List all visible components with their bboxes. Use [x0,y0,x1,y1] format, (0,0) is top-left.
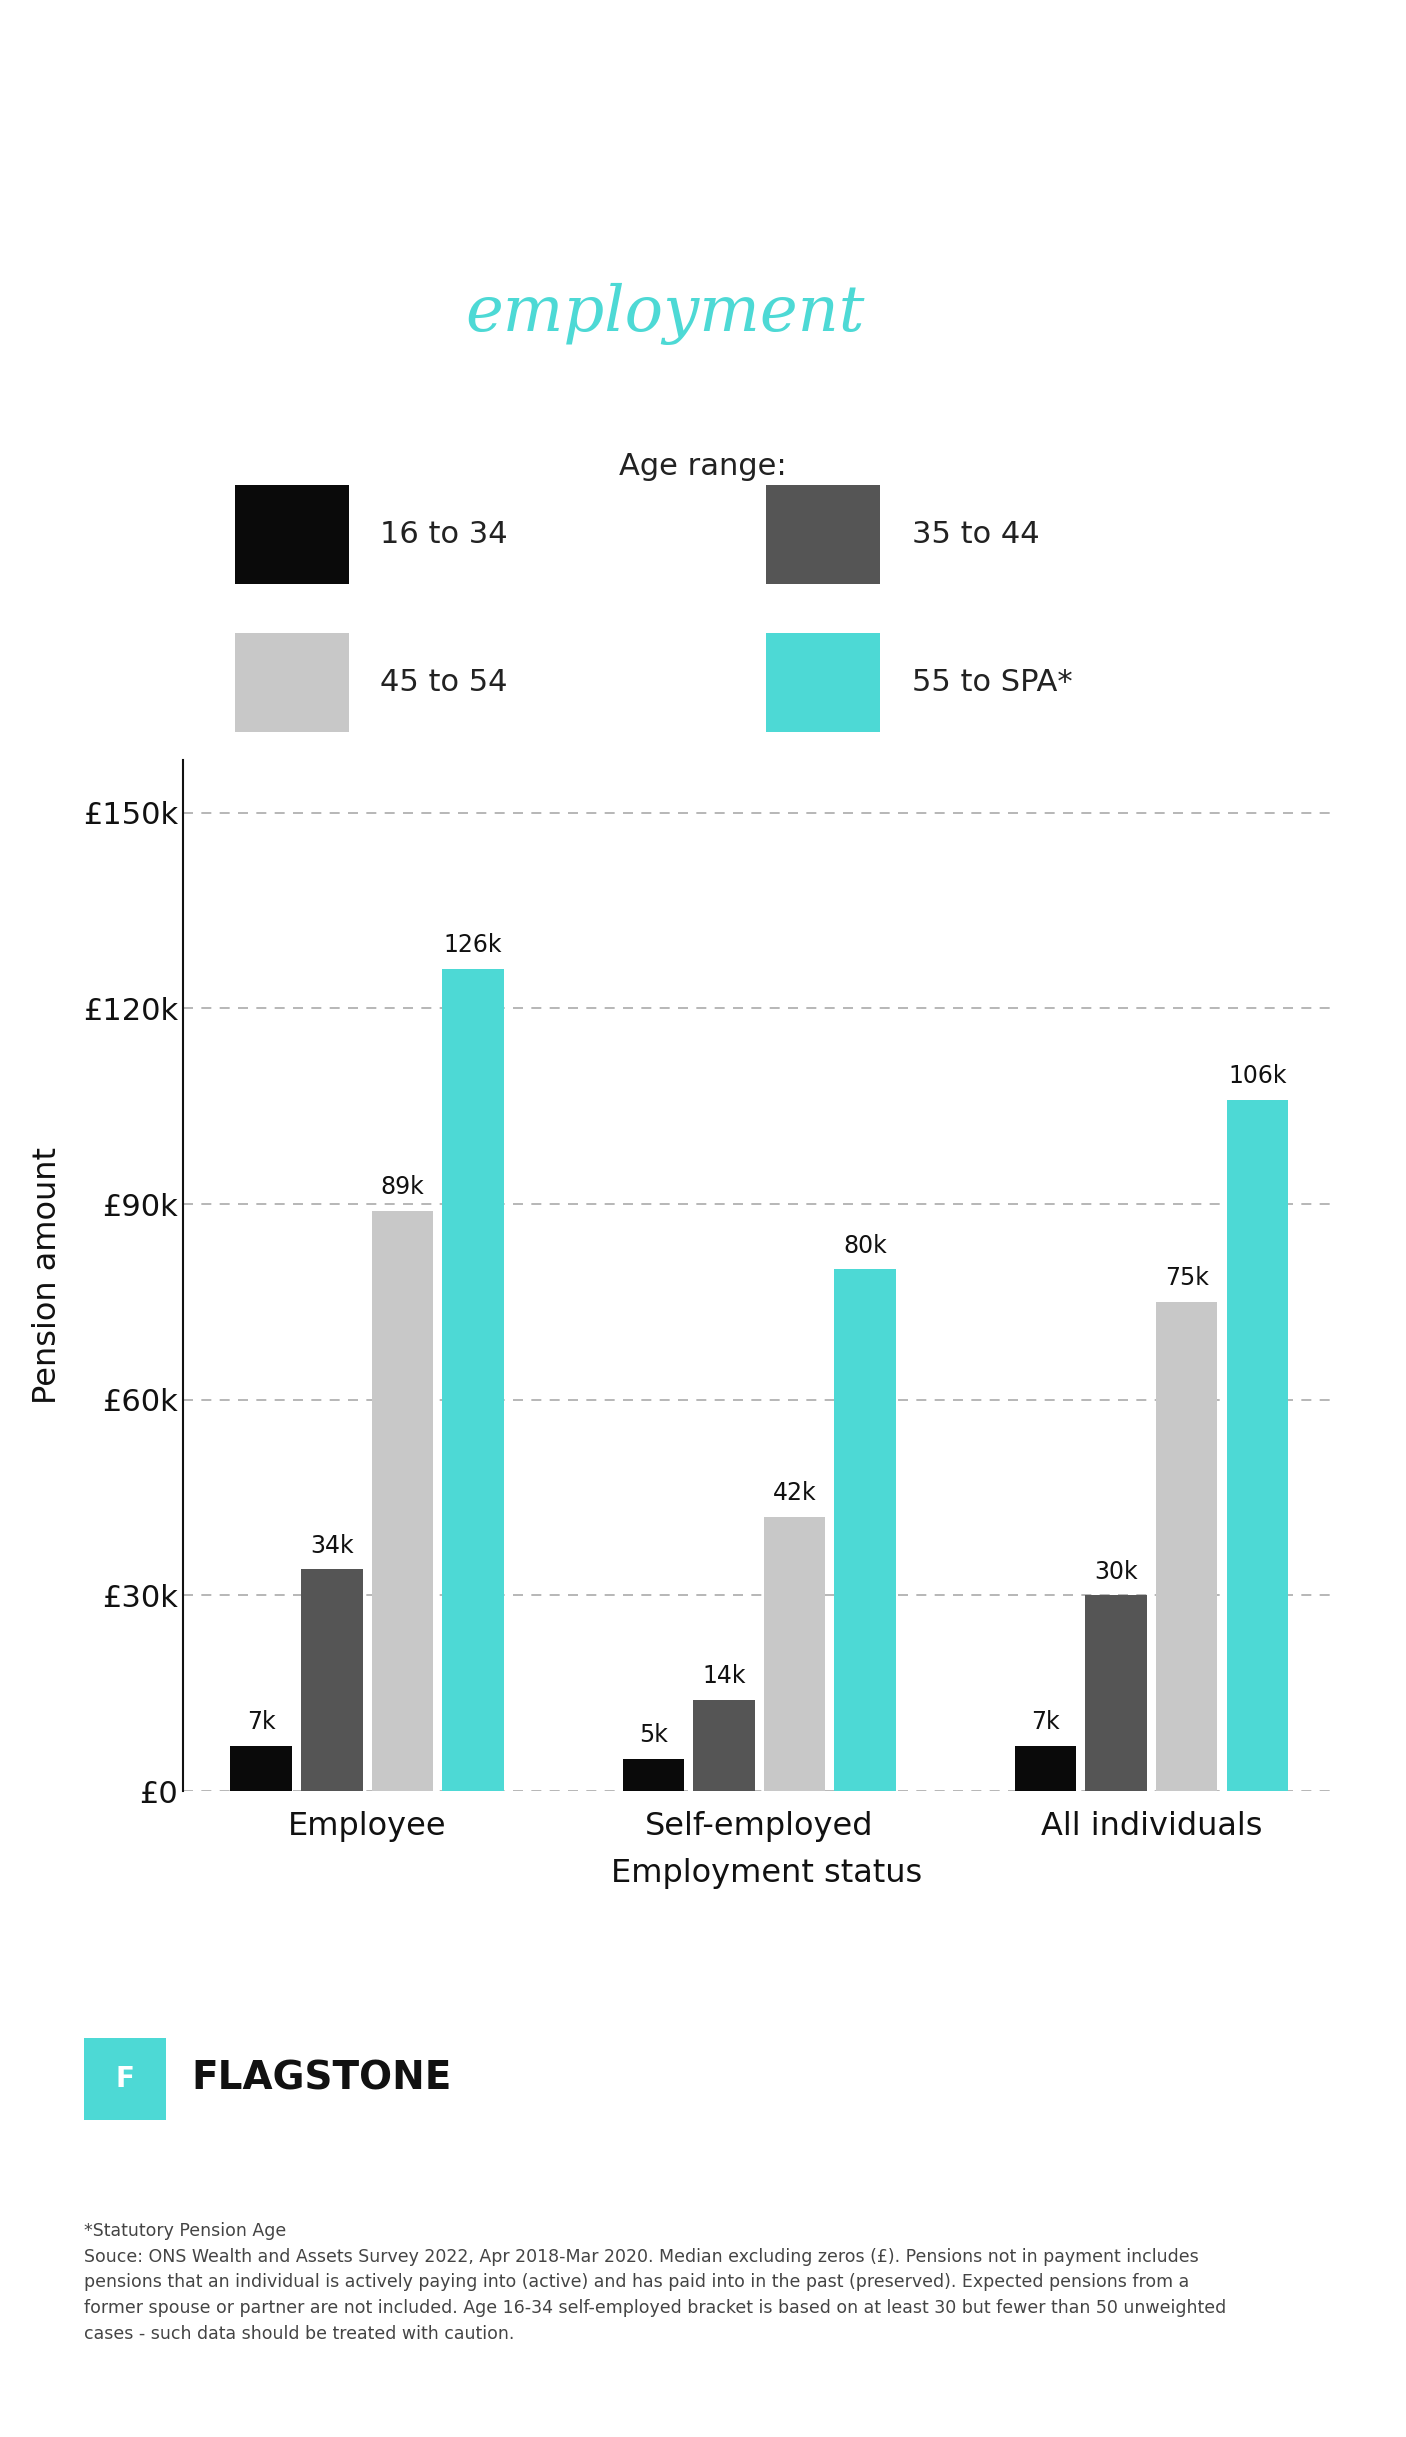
Bar [1085,1596,1147,1791]
Text: 75k: 75k [1164,1267,1209,1289]
Text: *Statutory Pension Age
Souce: ONS Wealth and Assets Survey 2022, Apr 2018-Mar 20: *Statutory Pension Age Souce: ONS Wealth… [84,2223,1226,2342]
Y-axis label: Pension amount: Pension amount [32,1148,63,1404]
Text: 35 to 44: 35 to 44 [912,519,1039,548]
Text: 55 to SPA*: 55 to SPA* [912,668,1073,697]
Text: 42k: 42k [773,1482,817,1506]
FancyBboxPatch shape [766,485,880,582]
Text: 7k: 7k [1031,1711,1060,1733]
Text: Average pension pot by age: Average pension pot by age [254,129,1152,190]
Bar [1226,1099,1288,1791]
Bar [834,1270,896,1791]
Text: 80k: 80k [844,1233,887,1257]
FancyBboxPatch shape [235,485,349,582]
FancyBboxPatch shape [235,634,349,731]
Text: Age range:: Age range: [619,451,787,480]
FancyBboxPatch shape [84,2037,166,2120]
Bar [231,1745,292,1791]
Text: employment: employment [465,283,865,346]
FancyBboxPatch shape [766,634,880,731]
Text: 45 to 54: 45 to 54 [380,668,508,697]
Text: 7k: 7k [247,1711,276,1733]
Text: 106k: 106k [1227,1065,1286,1087]
Bar [623,1760,685,1791]
Bar [693,1701,755,1791]
Text: Employment status: Employment status [610,1857,922,1889]
Bar [443,970,503,1791]
Bar [301,1569,363,1791]
Text: 34k: 34k [309,1533,354,1557]
Text: 30k: 30k [1094,1560,1137,1584]
Text: 14k: 14k [702,1664,745,1689]
Text: 89k: 89k [381,1175,425,1199]
Text: and: and [325,283,465,346]
Bar [763,1518,825,1791]
Text: FLAGSTONE: FLAGSTONE [191,2059,451,2098]
Text: status: status [865,283,1081,346]
Text: 16 to 34: 16 to 34 [380,519,508,548]
Bar [1015,1745,1076,1791]
Text: F: F [115,2064,135,2093]
Text: 5k: 5k [638,1723,668,1747]
Text: 126k: 126k [444,933,502,958]
Bar [371,1211,433,1791]
Bar [1156,1301,1218,1791]
